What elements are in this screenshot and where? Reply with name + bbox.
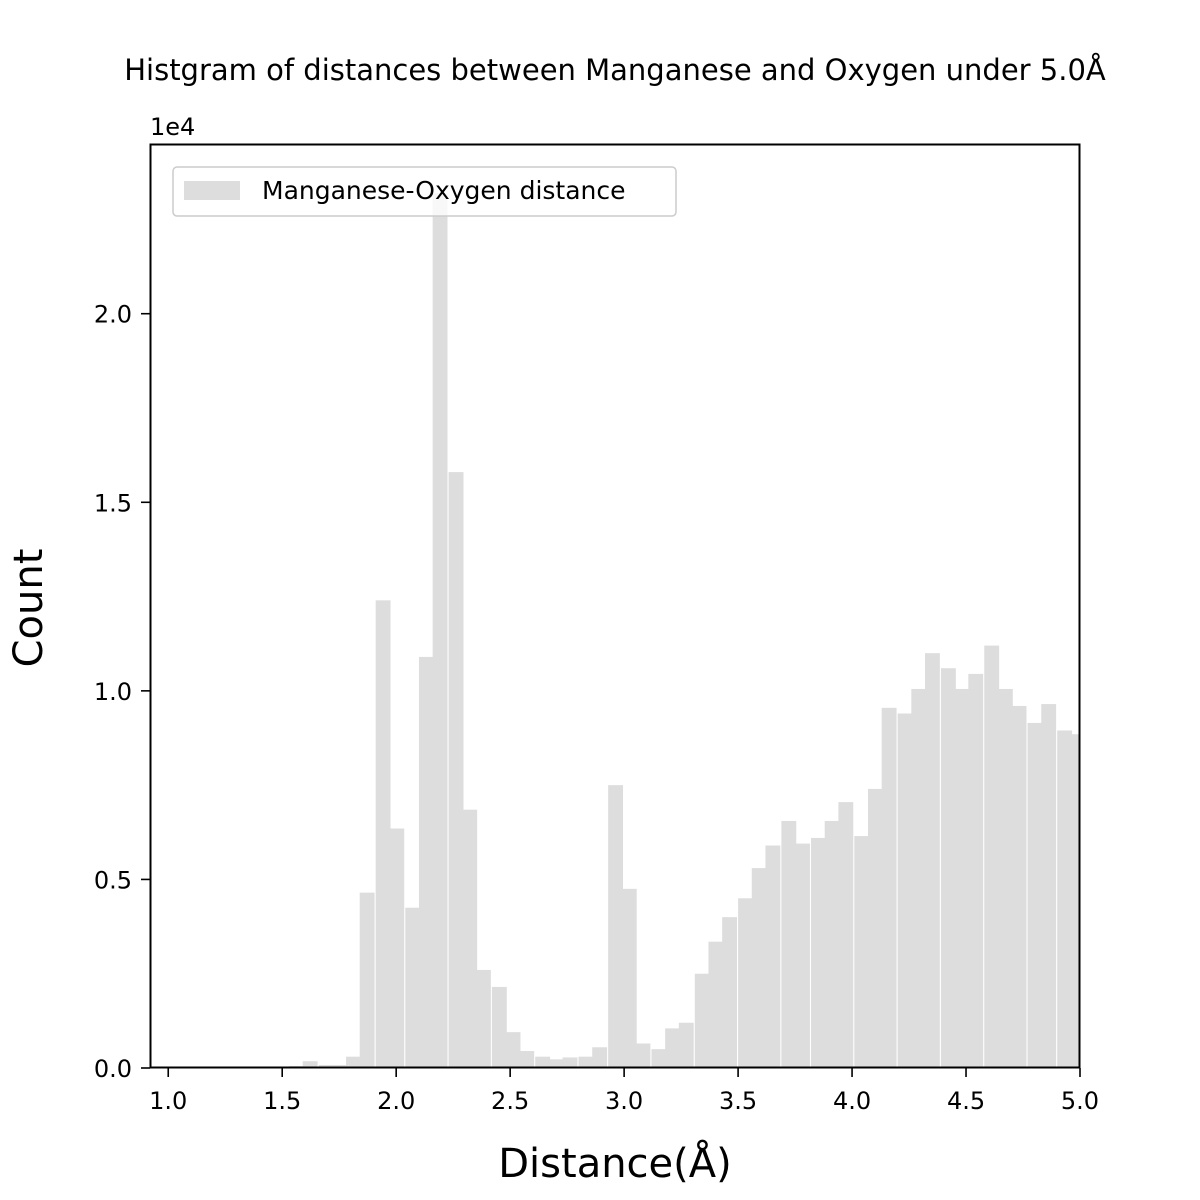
histogram-bar [608, 785, 624, 1068]
histogram-bar [795, 843, 810, 1068]
histogram-bar [505, 1032, 521, 1068]
histogram-bar [448, 472, 464, 1068]
x-axis-ticks: 1.0 1.5 2.0 2.5 3.0 3.5 4.0 4.5 5.0 [149, 1068, 1099, 1115]
x-tick-label: 3.5 [719, 1087, 757, 1115]
histogram-bar [1057, 730, 1073, 1068]
x-tick-label: 3.0 [605, 1087, 643, 1115]
x-tick-label: 2.5 [491, 1087, 529, 1115]
histogram-bar [389, 828, 405, 1068]
x-tick-label: 2.0 [377, 1087, 415, 1115]
histogram-bar [954, 688, 970, 1068]
histogram-bar [751, 868, 767, 1068]
histogram-bar [781, 820, 797, 1068]
histogram-bar [694, 973, 710, 1068]
x-tick-label: 4.5 [947, 1087, 985, 1115]
y-offset-label: 1e4 [150, 113, 195, 141]
legend-box [172, 166, 677, 217]
histogram-bar [651, 1049, 667, 1068]
x-tick-label: 1.0 [149, 1087, 187, 1115]
histogram-bar [678, 1022, 694, 1068]
y-tick-label: 1.5 [94, 489, 132, 517]
histogram-bar [578, 1056, 594, 1068]
histogram-bar [997, 688, 1013, 1068]
histogram-bar [346, 1056, 361, 1068]
histogram-bar [881, 707, 897, 1068]
histogram-bar [708, 941, 724, 1068]
x-axis-label: Distance(Å) [498, 1139, 731, 1187]
histogram-bar [318, 1064, 334, 1068]
histogram-bar [911, 688, 927, 1068]
x-tick-label: 4.0 [833, 1087, 871, 1115]
chart-title: Histgram of distances between Manganese … [124, 53, 1106, 87]
y-tick-label: 0.0 [94, 1055, 132, 1083]
histogram-bar [854, 836, 870, 1068]
histogram-bar [897, 713, 913, 1068]
histogram-bar [302, 1061, 318, 1068]
y-tick-label: 2.0 [94, 301, 132, 329]
y-axis-label: Count [6, 549, 52, 668]
histogram-bar [765, 845, 781, 1068]
y-tick-label: 1.0 [94, 678, 132, 706]
histogram-bar [738, 898, 753, 1068]
histogram-bar [824, 820, 840, 1068]
histogram-bar [868, 788, 883, 1068]
histogram-bar [405, 907, 421, 1068]
histogram-bar [621, 888, 637, 1068]
legend-swatch [184, 181, 240, 200]
x-tick-label: 1.5 [263, 1087, 301, 1115]
histogram-bar [462, 809, 478, 1068]
histogram-bar [592, 1047, 608, 1068]
histogram-bar [1011, 705, 1027, 1068]
histogram-bar [838, 802, 854, 1068]
plot-area-frame [149, 143, 1081, 1069]
histogram-bar [665, 1028, 681, 1068]
histogram-bar [811, 837, 826, 1068]
histogram-bar [1041, 704, 1057, 1068]
histogram-bar [635, 1043, 651, 1068]
histogram-bar [519, 1051, 535, 1068]
histogram-bar [940, 668, 956, 1068]
histogram-bars [289, 193, 1081, 1068]
legend-label: Manganese-Oxygen distance [262, 176, 626, 205]
histogram-bar [418, 656, 434, 1068]
histogram-bar [562, 1057, 578, 1068]
histogram-bar [491, 986, 507, 1068]
y-tick-label: 0.5 [94, 866, 132, 894]
histogram-bar [1070, 734, 1081, 1068]
histogram-bar [968, 673, 984, 1068]
histogram-bar [984, 645, 1000, 1068]
histogram-bar [375, 600, 391, 1068]
histogram-bar [722, 917, 737, 1068]
histogram-bar [332, 1064, 348, 1068]
histogram-bar [359, 892, 375, 1068]
histogram-bar [925, 653, 940, 1068]
histogram-bar [535, 1056, 551, 1068]
legend: Manganese-Oxygen distance [172, 166, 677, 217]
histogram-bar [475, 969, 491, 1068]
x-tick-label: 5.0 [1061, 1087, 1099, 1115]
histogram-bar [432, 193, 448, 1068]
y-axis-ticks: 0.0 0.5 1.0 1.5 2.0 [94, 301, 150, 1083]
histogram-bar [1027, 722, 1043, 1068]
histogram-bar [548, 1059, 564, 1068]
